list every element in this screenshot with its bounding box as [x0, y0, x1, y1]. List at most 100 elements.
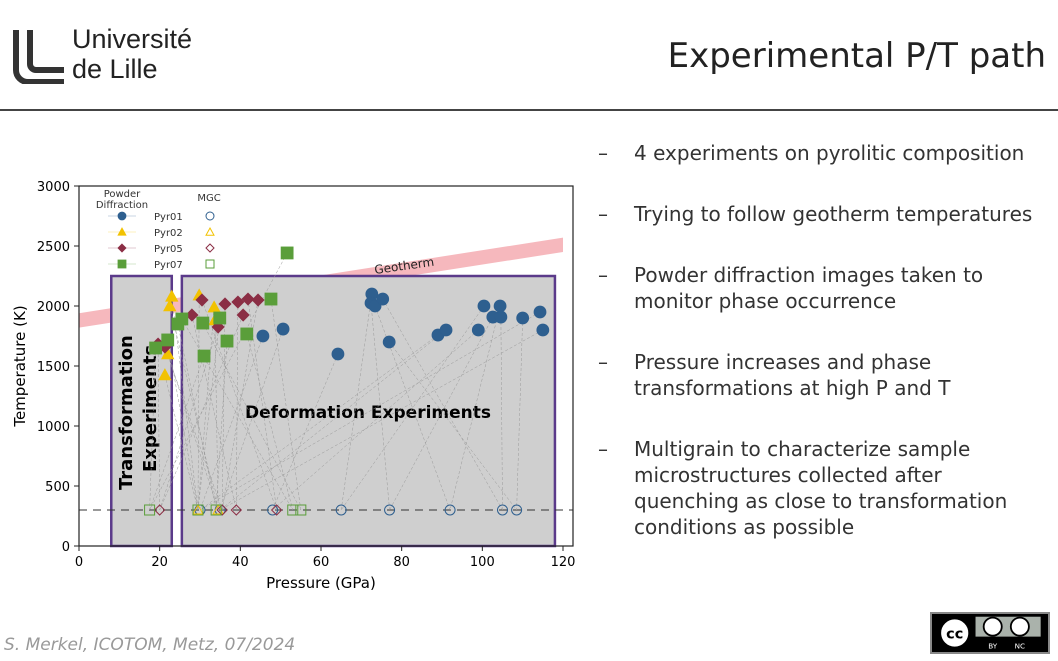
quench-path-line — [221, 303, 226, 511]
data-point-pyr01 — [533, 305, 547, 319]
legend-mgc-marker-pyr07 — [205, 259, 215, 269]
quench-path-line — [197, 307, 215, 511]
bullet-text: Multigrain to characterize sample micros… — [634, 437, 1008, 539]
x-tick-label: 100 — [470, 555, 495, 570]
mgc-point-pyr02 — [192, 503, 204, 515]
mgc-point-pyr01 — [267, 504, 279, 516]
by-icon — [982, 616, 1003, 637]
legend-marker-pyr05 — [117, 243, 127, 253]
bullet-marker: – — [598, 263, 608, 287]
mgc-point-pyr05 — [153, 504, 166, 516]
data-point-pyr02 — [158, 368, 172, 381]
header-divider — [0, 109, 1058, 111]
legend-mgc-marker-pyr02 — [205, 226, 215, 236]
quench-path-line — [201, 299, 277, 511]
mgc-point-pyr01 — [384, 504, 396, 516]
data-point-pyr01 — [516, 311, 530, 325]
bullet-item: – Pressure increases and phase transforma… — [598, 349, 1048, 401]
bullet-text: Pressure increases and phase transformat… — [634, 350, 951, 400]
data-point-pyr01 — [376, 292, 390, 306]
quench-path-line — [340, 305, 485, 511]
quench-path-line — [246, 333, 294, 511]
x-axis-label: Pressure (GPa) — [266, 574, 376, 592]
data-point-pyr01 — [256, 329, 270, 343]
cc-text: cc — [946, 626, 963, 642]
y-tick-label: 2000 — [37, 300, 70, 315]
quench-path-line — [220, 329, 543, 511]
university-name: Université de Lille — [72, 24, 192, 84]
quench-path-line — [202, 322, 302, 511]
slide-title: Experimental P/T path — [667, 36, 1046, 76]
y-tick-label: 3000 — [37, 180, 70, 195]
quench-path-line — [167, 339, 199, 511]
data-point-pyr05 — [231, 295, 245, 309]
legend-title-powder: Powder Diffraction — [96, 189, 148, 211]
quench-path-line — [270, 299, 302, 511]
mgc-point-pyr07 — [295, 504, 307, 516]
bullet-marker: – — [598, 350, 608, 374]
bullet-item: – 4 experiments on pyrolitic composition — [598, 140, 1048, 166]
quench-path-line — [220, 329, 447, 511]
legend-marker-pyr07 — [117, 259, 127, 269]
quench-path-line — [177, 323, 217, 511]
mgc-point-pyr05 — [270, 504, 283, 516]
y-tick-label: 500 — [45, 480, 70, 495]
data-point-pyr01 — [477, 299, 491, 313]
data-point-pyr07 — [264, 292, 278, 306]
data-point-pyr07 — [161, 333, 175, 347]
bullet-text: Powder diffraction images taken to monit… — [634, 263, 984, 313]
x-tick-label: 20 — [151, 555, 168, 570]
quench-path-line — [197, 317, 221, 511]
data-point-pyr07 — [149, 341, 163, 355]
mgc-point-pyr05 — [230, 504, 243, 516]
data-point-pyr02 — [165, 289, 179, 302]
legend-label: Pyr07 — [154, 260, 183, 271]
data-point-pyr07 — [196, 316, 210, 330]
bullet-item: – Multigrain to characterize sample micro… — [598, 436, 1048, 540]
region-label-transformation: Transformation Experiments — [116, 335, 161, 490]
universite-de-lille-logo — [13, 30, 64, 84]
mgc-point-pyr05 — [216, 504, 228, 516]
legend-mgc-marker-pyr01 — [205, 211, 215, 221]
quench-path-line — [500, 317, 503, 511]
data-point-pyr05 — [251, 293, 265, 307]
quench-path-line — [272, 329, 479, 511]
quench-path-line — [272, 353, 339, 511]
quench-path-line — [164, 374, 199, 511]
x-tick-label: 120 — [551, 555, 576, 570]
data-point-pyr07 — [213, 311, 227, 325]
data-point-pyr01 — [382, 335, 396, 349]
mgc-point-pyr01 — [511, 504, 523, 516]
data-point-pyr07 — [175, 312, 189, 326]
y-tick-label: 1500 — [37, 360, 70, 375]
quench-path-line — [199, 335, 264, 511]
mgc-point-pyr07 — [210, 504, 222, 516]
y-axis-label: Temperature (K) — [11, 305, 29, 427]
legend-title-mgc: MGC — [197, 193, 220, 204]
bullet-marker: – — [598, 202, 608, 226]
data-point-pyr07 — [240, 327, 254, 341]
data-point-pyr01 — [331, 347, 345, 361]
bullet-text: 4 experiments on pyrolitic composition — [634, 141, 1025, 165]
quench-path-line — [388, 341, 517, 511]
legend-label: Pyr05 — [154, 244, 183, 255]
bullet-item: – Trying to follow geotherm temperatures — [598, 201, 1048, 227]
y-tick-label: 1000 — [37, 420, 70, 435]
data-point-pyr01 — [439, 323, 453, 337]
x-tick-label: 60 — [313, 555, 330, 570]
bullet-marker: – — [598, 437, 608, 461]
region-label-deformation: Deformation Experiments — [245, 403, 491, 423]
quench-path-line — [382, 298, 503, 511]
bullet-marker: – — [598, 141, 608, 165]
footer-credit: S. Merkel, ICOTOM, Metz, 07/2024 — [4, 635, 296, 655]
mgc-point-pyr01 — [444, 504, 456, 516]
bullet-list: –4 experiments on pyrolitic composition … — [598, 140, 1048, 575]
cc-icon — [939, 617, 971, 649]
data-point-pyr05 — [241, 292, 255, 306]
data-point-pyr05 — [236, 308, 250, 322]
quench-path-line — [164, 346, 223, 511]
quench-path-line — [215, 341, 228, 511]
mgc-point-pyr07 — [287, 504, 299, 516]
data-point-pyr07 — [197, 349, 211, 363]
